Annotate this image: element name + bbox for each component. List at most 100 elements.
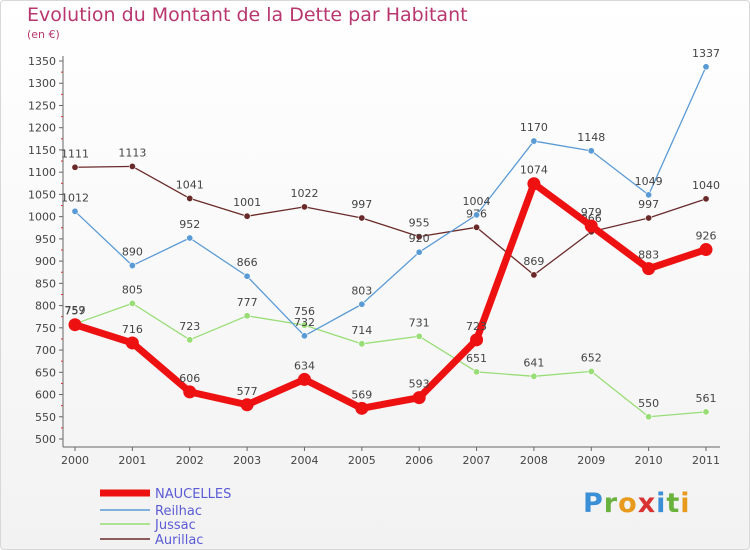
data-point-naucelles	[470, 333, 484, 347]
series-line-naucelles	[73, 180, 708, 412]
legend-label-reilhac: Reilhac	[155, 504, 202, 519]
data-label-jussac: 731	[409, 316, 430, 329]
data-point-reilhac	[71, 207, 79, 215]
data-label-jussac: 714	[351, 324, 372, 337]
data-label-jussac: 550	[638, 397, 659, 410]
data-point-jussac	[300, 321, 308, 329]
y-tick-label: 700	[35, 344, 56, 357]
data-point-jussac	[473, 368, 481, 376]
data-point-naucelles	[183, 385, 197, 399]
data-point-reilhac	[128, 262, 136, 270]
chart-title: Evolution du Montant de la Dette par Hab…	[27, 4, 468, 26]
data-label-naucelles: 716	[122, 323, 143, 336]
x-tick-label: 2011	[692, 454, 720, 467]
data-point-aurillac	[186, 194, 194, 202]
x-tick-label: 2007	[463, 454, 491, 467]
data-label-aurillac: 869	[523, 255, 544, 268]
x-tick-label: 2005	[348, 454, 376, 467]
data-point-aurillac	[128, 162, 136, 170]
data-point-aurillac	[702, 195, 710, 203]
y-tick-label: 1150	[28, 144, 56, 157]
logo-letter: i	[656, 488, 667, 519]
y-tick-label: 1350	[28, 55, 56, 68]
data-point-reilhac	[186, 234, 194, 242]
data-label-jussac: 652	[581, 351, 602, 364]
data-label-reilhac: 1148	[577, 131, 605, 144]
data-point-naucelles	[240, 398, 254, 412]
data-point-jussac	[587, 367, 595, 375]
data-point-naucelles	[68, 318, 82, 332]
data-point-aurillac	[300, 203, 308, 211]
data-label-jussac: 759	[65, 304, 86, 317]
y-tick-label: 1000	[28, 211, 56, 224]
x-tick-label: 2003	[233, 454, 261, 467]
x-tick-label: 2006	[405, 454, 433, 467]
y-tick-label: 900	[35, 255, 56, 268]
x-tick-label: 2010	[635, 454, 663, 467]
logo-letter: o	[618, 488, 638, 519]
data-label-reilhac: 1049	[635, 175, 663, 188]
data-label-jussac: 805	[122, 283, 143, 296]
logo-letter: P	[583, 488, 604, 519]
y-tick-label: 1100	[28, 166, 56, 179]
data-label-aurillac: 955	[409, 217, 430, 230]
data-point-reilhac	[358, 300, 366, 308]
data-label-jussac: 641	[523, 356, 544, 369]
data-label-naucelles: 979	[581, 206, 602, 219]
x-tick-label: 2001	[118, 454, 146, 467]
data-label-reilhac: 732	[294, 316, 315, 329]
data-label-aurillac: 1113	[118, 146, 146, 159]
data-label-aurillac: 1022	[290, 187, 318, 200]
data-point-aurillac	[415, 233, 423, 241]
data-point-naucelles	[297, 372, 311, 386]
data-point-reilhac	[530, 137, 538, 145]
data-point-aurillac	[530, 271, 538, 279]
data-label-reilhac: 890	[122, 246, 143, 259]
y-tick-label: 500	[35, 433, 56, 446]
data-label-naucelles: 1074	[520, 164, 548, 177]
data-label-naucelles: 569	[351, 388, 372, 401]
data-label-reilhac: 1004	[463, 195, 491, 208]
data-label-jussac: 651	[466, 352, 487, 365]
proxiti-logo: Proxiti	[583, 488, 691, 519]
data-point-naucelles	[412, 391, 426, 405]
data-point-jussac	[415, 332, 423, 340]
data-point-naucelles	[527, 177, 541, 191]
data-point-jussac	[530, 372, 538, 380]
data-point-naucelles	[355, 401, 369, 415]
data-point-naucelles	[584, 219, 598, 233]
y-tick-label: 750	[35, 322, 56, 335]
series-line-aurillac	[74, 165, 707, 276]
y-tick-label: 1300	[28, 77, 56, 90]
data-label-naucelles: 606	[179, 372, 200, 385]
data-label-aurillac: 1041	[176, 178, 204, 191]
data-label-jussac: 561	[696, 392, 717, 405]
logo-letter: t	[666, 488, 681, 519]
logo-letter: r	[603, 488, 619, 519]
data-point-naucelles	[642, 262, 656, 276]
y-tick-label: 1200	[28, 122, 56, 135]
data-label-reilhac: 920	[409, 232, 430, 245]
data-point-reilhac	[473, 211, 481, 219]
data-label-reilhac: 803	[351, 284, 372, 297]
data-label-aurillac: 997	[351, 198, 372, 211]
x-tick-label: 2009	[577, 454, 605, 467]
data-point-reilhac	[243, 272, 251, 280]
data-point-aurillac	[71, 163, 79, 171]
data-point-aurillac	[473, 223, 481, 231]
x-tick-label: 2004	[290, 454, 318, 467]
data-label-reilhac: 1337	[692, 47, 720, 60]
logo-letter: x	[637, 488, 657, 519]
data-point-reilhac	[645, 191, 653, 199]
data-point-naucelles	[699, 243, 713, 257]
data-label-jussac: 756	[294, 305, 315, 318]
data-point-reilhac	[587, 147, 595, 155]
y-tick-label: 950	[35, 233, 56, 246]
data-point-naucelles	[125, 336, 139, 350]
data-label-aurillac: 997	[638, 198, 659, 211]
data-label-reilhac: 1170	[520, 121, 548, 134]
y-tick-label: 1050	[28, 188, 56, 201]
data-point-jussac	[645, 413, 653, 421]
data-point-aurillac	[243, 212, 251, 220]
